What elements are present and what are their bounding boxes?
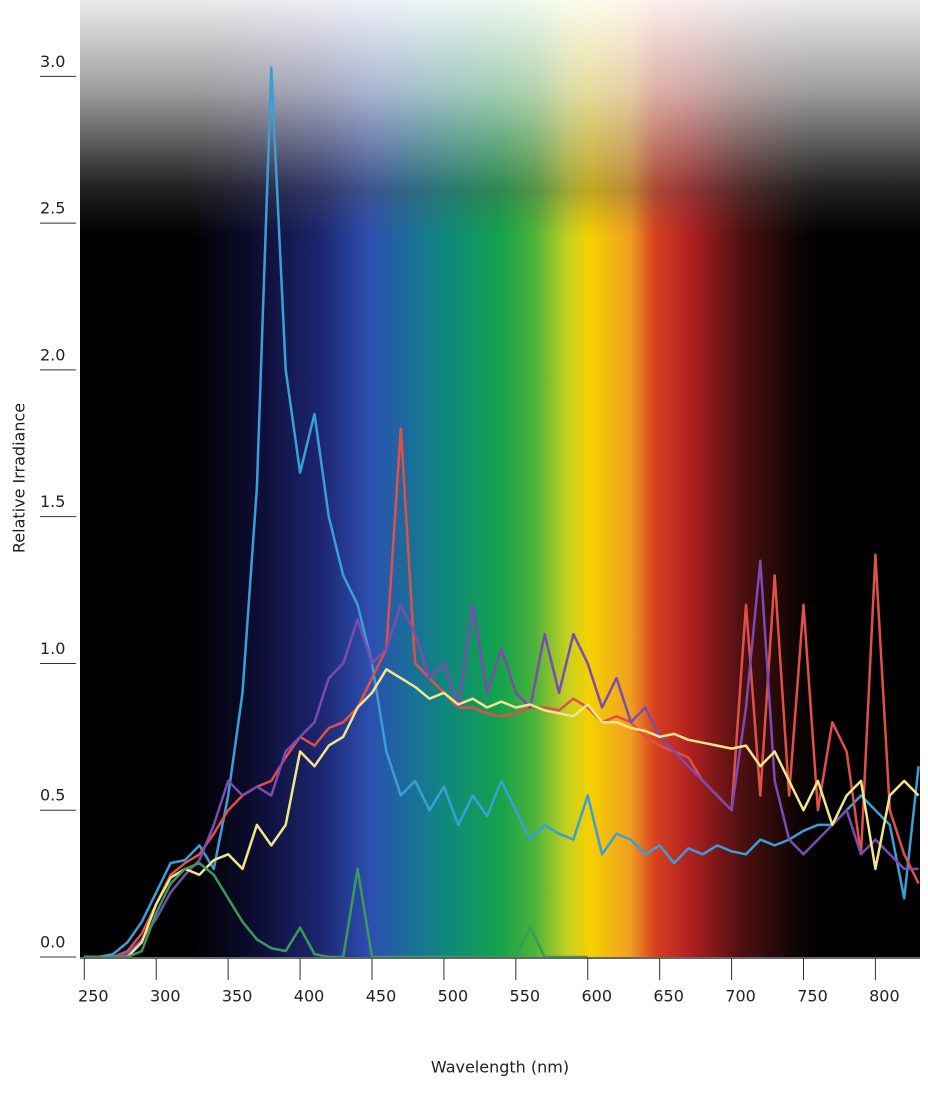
y-tick-label: 1.5 <box>40 492 65 511</box>
x-tick-label: 350 <box>222 987 253 1006</box>
x-tick-label: 500 <box>438 987 469 1006</box>
y-tick-label: 0.5 <box>40 786 65 805</box>
y-axis-label: Relative Irradiance <box>10 403 29 553</box>
x-axis-label: Wavelength (nm) <box>431 1058 569 1077</box>
x-tick-label: 400 <box>294 987 325 1006</box>
x-tick-label: 450 <box>366 987 397 1006</box>
x-tick-label: 650 <box>653 987 684 1006</box>
series-line <box>84 66 920 957</box>
x-tick-label: 600 <box>581 987 612 1006</box>
x-tick-label: 300 <box>150 987 181 1006</box>
x-tick-label: 800 <box>869 987 900 1006</box>
series-line <box>84 559 919 957</box>
x-tick-label: 700 <box>725 987 756 1006</box>
x-tick-label: 550 <box>510 987 541 1006</box>
y-tick-label: 2.0 <box>40 345 65 364</box>
x-tick-label: 750 <box>797 987 828 1006</box>
plot-lines <box>84 66 920 957</box>
y-tick-label: 2.5 <box>40 199 65 218</box>
series-line <box>84 668 920 957</box>
y-tick-label: 3.0 <box>40 52 65 71</box>
series-line <box>84 427 920 957</box>
y-tick-label: 1.0 <box>40 639 65 658</box>
x-tick-label: 250 <box>78 987 109 1006</box>
series-line <box>84 861 588 957</box>
y-tick-label: 0.0 <box>40 933 65 952</box>
